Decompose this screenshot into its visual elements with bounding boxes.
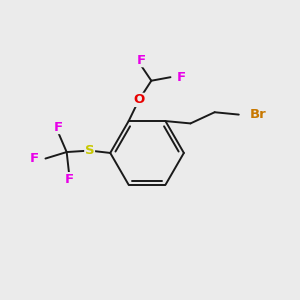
Text: F: F	[30, 152, 39, 165]
Text: F: F	[136, 54, 146, 67]
Text: Br: Br	[250, 108, 267, 121]
Text: S: S	[85, 144, 94, 157]
Text: F: F	[64, 172, 74, 186]
Text: F: F	[177, 71, 186, 84]
Text: F: F	[54, 121, 63, 134]
Text: O: O	[133, 93, 145, 106]
